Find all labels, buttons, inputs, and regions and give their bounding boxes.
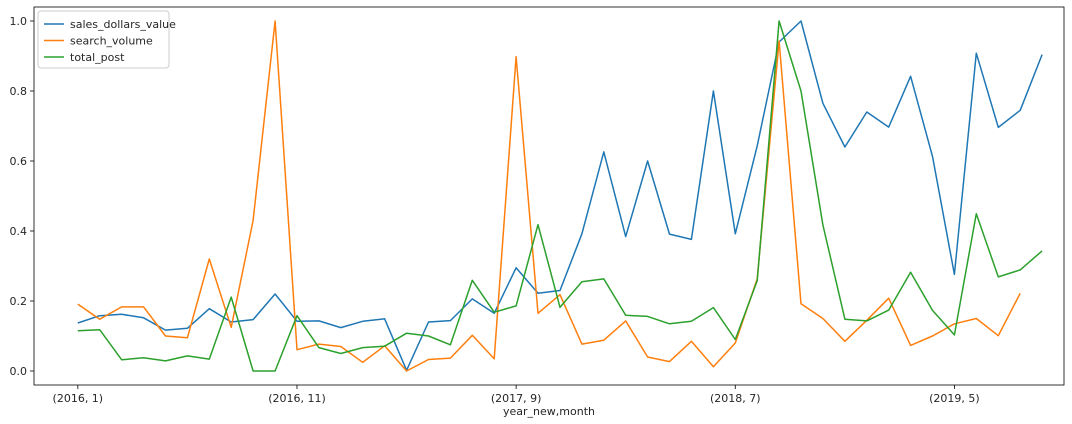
y-tick-label: 0.8 [10,85,28,98]
legend-label: total_post [70,51,125,64]
plot-area [33,6,1065,386]
series-line-total-post [77,20,1043,372]
series-layer [77,20,1043,372]
legend-label: search_volume [70,35,153,48]
legend-box [37,10,170,69]
legend: sales_dollars_value search_volume total_po… [37,10,176,69]
y-tick-label: 1.0 [10,15,28,28]
y-tick-label: 0.4 [10,225,28,238]
y-tick-label: 0.2 [10,295,28,308]
x-tick-label: (2019, 5) [929,392,980,405]
x-tick-label: (2018, 7) [710,392,761,405]
x-axis-label: year_new,month [503,405,595,418]
y-axis: 0.0 0.2 0.4 0.6 0.8 1.0 [10,15,34,378]
x-tick-label: (2017, 9) [491,392,542,405]
x-axis: (2016, 1) (2016, 11) (2017, 9) (2018, 7) (20… [53,385,980,405]
y-tick-label: 0.6 [10,155,28,168]
x-tick-label: (2016, 11) [268,392,326,405]
legend-label: sales_dollars_value [70,18,176,31]
x-tick-label: (2016, 1) [53,392,104,405]
y-tick-label: 0.0 [10,365,28,378]
